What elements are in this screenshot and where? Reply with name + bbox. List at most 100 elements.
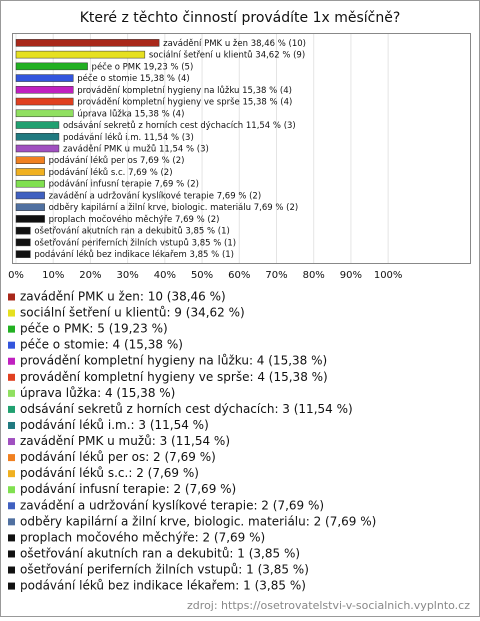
- bar: [15, 238, 31, 247]
- legend-swatch: [8, 566, 15, 574]
- legend-label: sociální šetření u klientů: 9 (34,62 %): [20, 306, 245, 320]
- bar-label: zavádění a udržování kyslíkové terapie 7…: [49, 190, 262, 201]
- bar-label: úprava lůžka 15,38 % (4): [77, 108, 184, 119]
- category-label: podávání léků s.c.: [49, 166, 126, 177]
- category-label: ošetřování periferních žilních vstupů: [34, 237, 189, 248]
- x-tick-label: 50%: [191, 270, 213, 281]
- value-label: 3,85 % (1): [185, 226, 229, 236]
- bar-label: podávání léků s.c. 7,69 % (2): [49, 166, 173, 177]
- legend-swatch: [8, 438, 15, 446]
- category-label: odběry kapilární a žilní krve, biologic.…: [49, 203, 251, 213]
- legend-swatch: [8, 550, 15, 558]
- legend-label: podávání léků per os: 2 (7,69 %): [20, 450, 216, 464]
- legend-label: podávání léků i.m.: 3 (11,54 %): [20, 418, 209, 432]
- value-label: 19,23 % (5): [143, 62, 193, 72]
- bar: [15, 203, 45, 211]
- category-label: zavádění PMK u žen: [163, 38, 248, 48]
- value-label: 15,38 % (4): [242, 97, 292, 107]
- legend-swatch: [8, 309, 15, 317]
- legend-swatch: [8, 582, 15, 590]
- category-label: zavádění a udržování kyslíkové terapie: [49, 190, 214, 201]
- legend-label: proplach močového měchýře: 2 (7,69 %): [20, 530, 265, 544]
- bar: [15, 62, 88, 71]
- bar-label: ošetřování akutních ran a dekubitů 3,85 …: [34, 225, 230, 236]
- legend-label: provádění kompletní hygieny na lůžku: 4 …: [20, 354, 327, 368]
- value-label: 34,62 % (9): [255, 50, 305, 60]
- category-label: úprava lůžka: [77, 108, 132, 119]
- category-label: provádění kompletní hygieny ve sprše: [77, 96, 240, 107]
- legend-swatch: [8, 518, 15, 526]
- legend-swatch: [8, 454, 15, 462]
- bar-label: podávání léků i.m. 11,54 % (3): [63, 131, 194, 142]
- value-label: 7,69 % (2): [175, 214, 219, 224]
- category-label: podávání léků per os: [49, 155, 138, 166]
- bar-label: podávání infusní terapie 7,69 % (2): [49, 179, 199, 189]
- legend-label: úprava lůžka: 4 (15,38 %): [20, 386, 175, 400]
- legend-swatch: [8, 421, 15, 429]
- value-label: 11,54 % (3): [246, 121, 296, 131]
- bar: [15, 39, 160, 47]
- legend-label: péče o PMK: 5 (19,23 %): [20, 322, 168, 336]
- bar: [15, 191, 45, 200]
- legend-label: odběry kapilární a žilní krve, biologic.…: [20, 514, 376, 528]
- source: zdroj: https://osetrovatelstvi-v-socialn…: [187, 599, 470, 612]
- category-label: podávání léků i.m.: [63, 131, 141, 142]
- bar-label: sociální šetření u klientů 34,62 % (9): [149, 49, 305, 60]
- bar: [15, 133, 60, 141]
- bar: [15, 121, 60, 129]
- bar: [15, 179, 45, 188]
- value-label: 7,69 % (2): [154, 179, 198, 189]
- legend-label: zavádění PMK u mužů: 3 (11,54 %): [20, 434, 230, 448]
- bar-label: zavádění PMK u žen 38,46 % (10): [163, 38, 306, 48]
- value-label: 7,69 % (2): [217, 191, 261, 201]
- category-label: provádění kompletní hygieny na lůžku: [77, 84, 239, 95]
- category-label: zavádění PMK u mužů: [63, 143, 156, 154]
- x-tick-label: 30%: [117, 270, 139, 281]
- bar: [15, 215, 45, 223]
- bar: [15, 50, 146, 59]
- x-tick-label: 0%: [8, 270, 24, 281]
- bar-label: podávání léků per os 7,69 % (2): [49, 155, 185, 166]
- value-label: 15,38 % (4): [140, 74, 190, 84]
- value-label: 38,46 % (10): [251, 38, 306, 48]
- category-label: péče o PMK: [92, 61, 142, 72]
- bar-label: zavádění PMK u mužů 11,54 % (3): [63, 143, 209, 154]
- category-label: ošetřování akutních ran a dekubitů: [34, 225, 182, 236]
- bar: [15, 144, 60, 153]
- legend-swatch: [8, 405, 15, 413]
- x-tick-label: 60%: [228, 270, 250, 281]
- chart-title: Které z těchto činností provádíte 1x měs…: [80, 10, 401, 26]
- bar-label: provádění kompletní hygieny na lůžku 15,…: [77, 84, 292, 95]
- bar: [15, 250, 31, 258]
- bar: [15, 74, 74, 82]
- legend-swatch: [8, 373, 15, 381]
- bar-label: proplach močového měchýře 7,69 % (2): [49, 213, 220, 224]
- category-label: podávání infusní terapie: [49, 179, 152, 189]
- legend-label: péče o stomie: 4 (15,38 %): [20, 338, 183, 352]
- legend-swatch: [8, 502, 15, 510]
- value-label: 3,85 % (1): [192, 238, 236, 248]
- value-label: 11,54 % (3): [159, 144, 209, 154]
- legend-swatch: [8, 534, 15, 542]
- legend-label: provádění kompletní hygieny ve sprše: 4 …: [20, 370, 328, 384]
- bar: [15, 109, 74, 118]
- x-tick-label: 90%: [340, 270, 362, 281]
- legend-swatch: [8, 357, 15, 365]
- legend-label: zavádění a udržování kyslíkové terapie: …: [20, 498, 324, 512]
- bar-label: provádění kompletní hygieny ve sprše 15,…: [77, 96, 292, 107]
- value-label: 15,38 % (4): [135, 109, 185, 119]
- bar: [15, 226, 31, 235]
- legend-label: odsávání sekretů z horních cest dýchacíc…: [20, 402, 353, 416]
- x-tick-label: 40%: [154, 270, 176, 281]
- legend-swatch: [8, 389, 15, 397]
- legend-swatch: [8, 486, 15, 494]
- value-label: 3,85 % (1): [190, 250, 234, 260]
- category-label: odsávání sekretů z horních cest dýchacíc…: [63, 120, 243, 131]
- legend-swatch: [8, 293, 15, 301]
- bar: [15, 86, 74, 94]
- value-label: 11,54 % (3): [144, 132, 194, 142]
- legend-swatch: [8, 341, 15, 349]
- category-label: sociální šetření u klientů: [149, 49, 253, 60]
- x-tick-label: 70%: [265, 270, 287, 281]
